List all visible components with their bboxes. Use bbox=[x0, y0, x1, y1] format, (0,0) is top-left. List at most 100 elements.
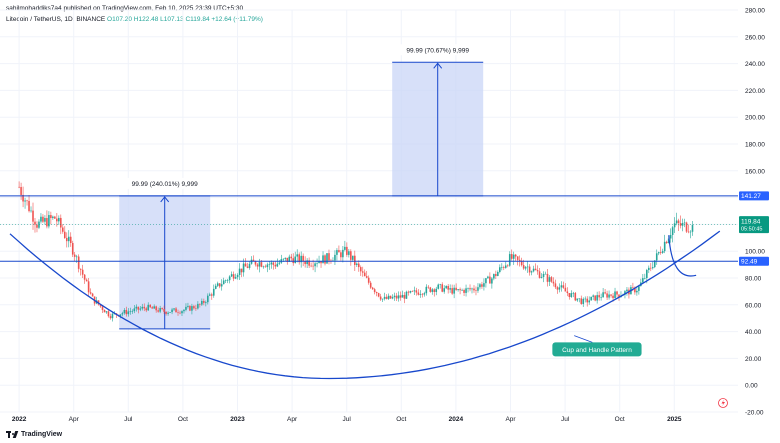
candle-body bbox=[657, 252, 660, 254]
candle-body bbox=[520, 260, 523, 266]
candle-body bbox=[284, 257, 287, 259]
candle-body bbox=[600, 297, 602, 298]
candle-body bbox=[578, 298, 581, 300]
candle-body bbox=[427, 286, 430, 288]
x-tick-label: Oct bbox=[396, 416, 406, 423]
candle-body bbox=[89, 292, 92, 294]
candle-body bbox=[590, 296, 592, 301]
candle-body bbox=[105, 311, 108, 313]
candle-body bbox=[58, 217, 60, 222]
candle-body bbox=[338, 250, 340, 253]
candle-body bbox=[264, 266, 267, 268]
candle-body bbox=[387, 295, 390, 299]
x-tick-label: Jul bbox=[124, 416, 133, 423]
symbol-name[interactable]: Litecoin / TetherUS, 1D, BINANCE bbox=[6, 16, 106, 23]
candle-body bbox=[359, 267, 362, 272]
candle-body bbox=[266, 264, 269, 268]
candle-body bbox=[667, 238, 670, 244]
candle-body bbox=[417, 292, 420, 295]
support-price-label: 92.49 bbox=[741, 259, 758, 266]
candle-body bbox=[40, 216, 42, 222]
x-tick-label: Apr bbox=[505, 416, 516, 423]
candle-body bbox=[129, 311, 132, 312]
candle-body bbox=[69, 236, 72, 244]
candle-body bbox=[232, 274, 235, 279]
candle-body bbox=[681, 223, 684, 226]
candle-body bbox=[355, 263, 358, 265]
candle-body bbox=[32, 210, 34, 222]
candle-body bbox=[477, 287, 479, 291]
candle-body bbox=[163, 308, 165, 312]
candle-body bbox=[550, 277, 553, 282]
candle-body bbox=[423, 293, 426, 295]
candle-body bbox=[389, 295, 392, 299]
candle-body bbox=[457, 289, 459, 291]
candle-body bbox=[437, 284, 440, 289]
candle-body bbox=[326, 253, 328, 264]
candle-body bbox=[499, 267, 501, 273]
candle-body bbox=[687, 231, 690, 233]
candle-body bbox=[647, 267, 650, 270]
measure-boxes: 99.99 (240.01%) 9,999 99.99 (70.67%) 9,99… bbox=[119, 44, 484, 330]
candle-body bbox=[320, 261, 322, 264]
candle-body bbox=[199, 303, 201, 305]
candle-body bbox=[497, 272, 499, 276]
candle-body bbox=[131, 311, 134, 312]
candle-body bbox=[504, 265, 507, 268]
candle-body bbox=[512, 254, 515, 259]
candle-body bbox=[425, 286, 428, 294]
candle-body bbox=[574, 292, 577, 301]
candle-body bbox=[596, 295, 598, 301]
current-price-label: 119.84 bbox=[741, 219, 761, 226]
candle-body bbox=[685, 222, 688, 232]
resistance-price-label-bg bbox=[739, 191, 769, 201]
candle-body bbox=[328, 253, 330, 261]
candle-body bbox=[34, 221, 36, 225]
candle-body bbox=[453, 287, 455, 294]
annotation-pointer bbox=[574, 335, 593, 343]
candle-body bbox=[298, 254, 300, 263]
candle-body bbox=[421, 293, 424, 295]
candle-body bbox=[562, 285, 565, 288]
candle-body bbox=[409, 291, 412, 293]
candle-body bbox=[46, 218, 48, 227]
candle-body bbox=[383, 296, 386, 299]
candle-body bbox=[274, 264, 277, 267]
candle-body bbox=[554, 283, 557, 288]
candle-body bbox=[642, 278, 644, 283]
candle-body bbox=[403, 294, 406, 299]
candle-body bbox=[471, 288, 473, 290]
candle-body bbox=[177, 312, 179, 313]
cup-pattern: Cup and Handle Pattern bbox=[9, 230, 721, 380]
candle-body bbox=[36, 224, 38, 228]
candle-body bbox=[502, 267, 505, 268]
candle-body bbox=[107, 311, 110, 317]
candle-body bbox=[479, 284, 481, 288]
candle-body bbox=[71, 243, 74, 255]
lightning-icon bbox=[721, 399, 725, 407]
x-tick-label: Apr bbox=[287, 416, 298, 423]
candle-body bbox=[510, 254, 513, 259]
y-tick-label: 40.00 bbox=[745, 329, 762, 336]
x-tick-label: Oct bbox=[615, 416, 625, 423]
handle-curve bbox=[668, 235, 697, 277]
candle-body bbox=[407, 291, 410, 293]
candle-body bbox=[463, 289, 465, 293]
candle-body bbox=[260, 262, 263, 267]
candle-body bbox=[564, 287, 567, 292]
candle-body bbox=[624, 291, 626, 295]
candle-body bbox=[405, 291, 408, 299]
candle-body bbox=[262, 266, 265, 268]
candle-body bbox=[677, 220, 680, 224]
x-tick-label: Jul bbox=[343, 416, 352, 423]
candle-body bbox=[304, 261, 306, 265]
candle-body bbox=[346, 246, 348, 255]
candle-body bbox=[602, 292, 604, 298]
candle-body bbox=[508, 254, 511, 266]
candle-body bbox=[208, 294, 211, 296]
candle-body bbox=[151, 307, 153, 309]
candle-body bbox=[369, 282, 372, 288]
candle-body bbox=[361, 271, 364, 273]
